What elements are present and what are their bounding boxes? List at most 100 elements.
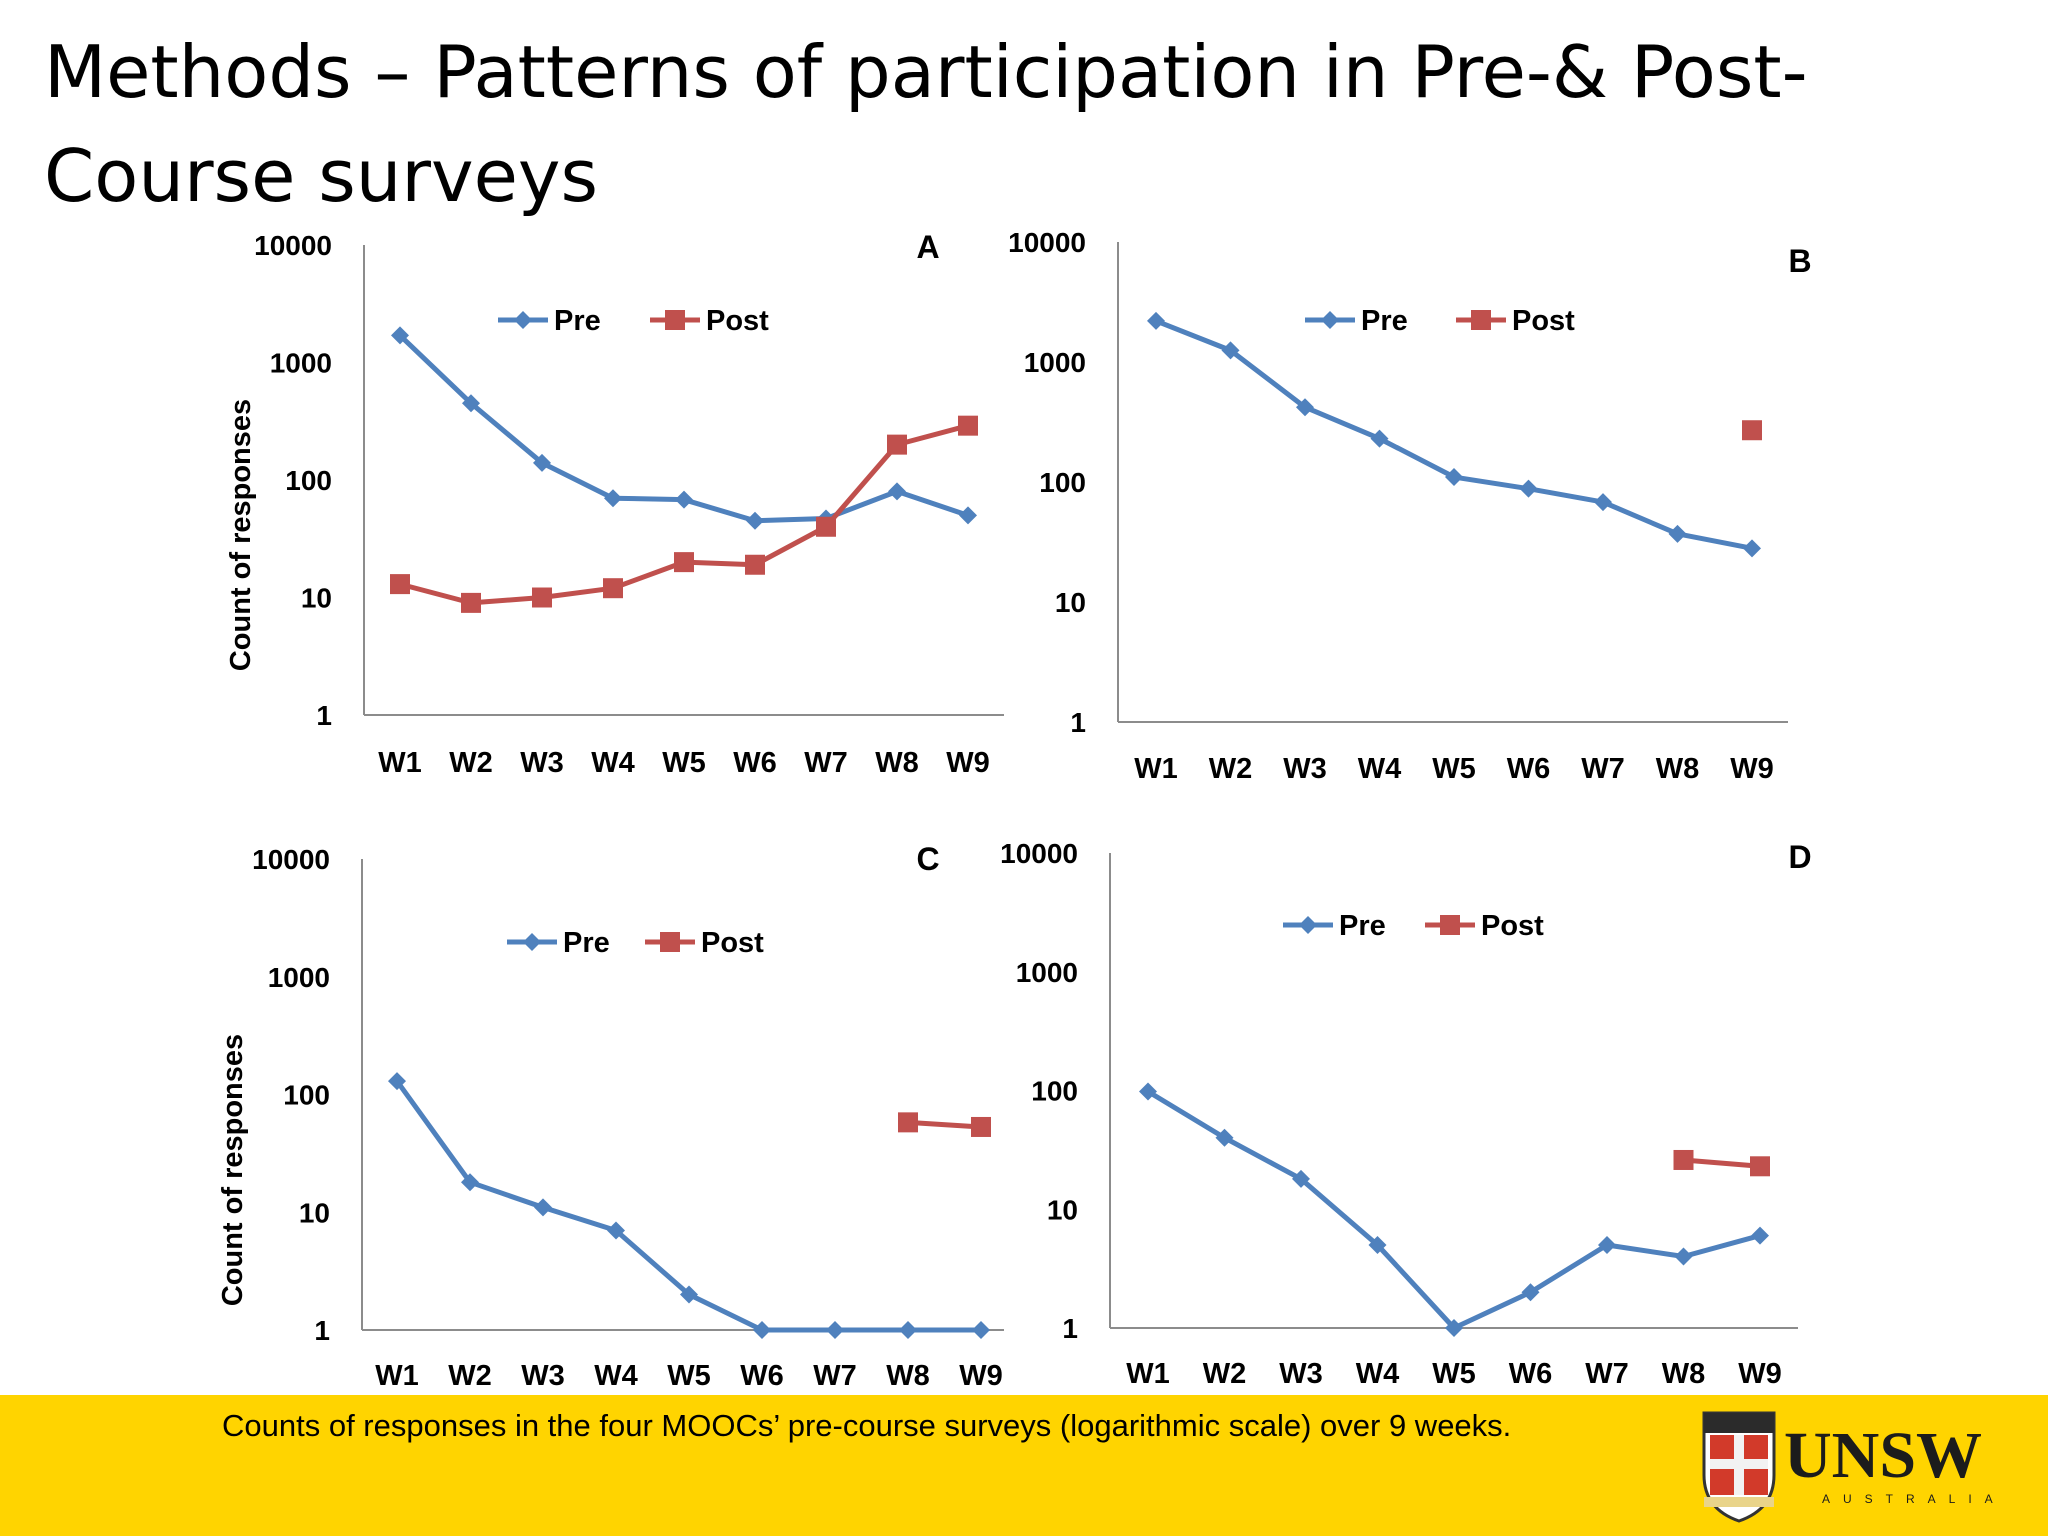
data-point-post [958, 415, 978, 436]
x-tick-label: W3 [521, 1360, 565, 1392]
data-point-pre [533, 453, 551, 472]
data-point-pre [1751, 1226, 1769, 1245]
data-point-post [887, 434, 907, 455]
data-point-pre [1296, 398, 1314, 417]
y-tick-label: 100 [283, 1080, 330, 1111]
x-tick-label: W3 [1279, 1358, 1323, 1390]
y-tick-label: 1 [1062, 1313, 1078, 1344]
data-point-post [898, 1112, 918, 1133]
x-tick-label: W7 [804, 747, 848, 779]
x-tick-label: W5 [1432, 753, 1476, 785]
x-tick-label: W8 [1656, 753, 1700, 785]
data-point-pre [680, 1285, 698, 1304]
panel-label: D [1788, 839, 1811, 875]
series-line-post [1683, 1157, 1761, 1169]
data-point-pre [1147, 311, 1165, 330]
legend-label: Pre [554, 305, 601, 337]
unsw-logo-text: UNSW [1784, 1419, 1982, 1492]
data-point-pre [388, 1072, 406, 1091]
data-point-pre [1370, 429, 1389, 448]
x-tick-label: W5 [667, 1360, 711, 1392]
x-tick-label: W7 [1581, 753, 1625, 785]
legend-label: Post [706, 305, 769, 337]
data-point-pre [1668, 524, 1687, 543]
x-tick-label: W6 [1507, 753, 1551, 785]
x-tick-label: W2 [449, 747, 493, 779]
data-point-post [745, 554, 765, 575]
data-point-pre [899, 1321, 917, 1339]
legend-label: Post [1512, 305, 1575, 337]
data-point-pre [746, 511, 764, 530]
y-tick-label: 100 [1039, 467, 1086, 498]
unsw-logo-subtext: AUSTRALIA [1822, 1492, 1998, 1506]
y-tick-label: 1000 [1024, 347, 1086, 378]
y-tick-label: 1 [314, 1315, 330, 1346]
x-tick-label: W7 [813, 1360, 857, 1392]
y-tick-label: 10000 [252, 844, 330, 875]
series-line-pre [1155, 318, 1753, 551]
figure-caption: Counts of responses in the four MOOCs’ p… [222, 1408, 1512, 1443]
x-tick-label: W6 [740, 1360, 784, 1392]
chart-panel-d: 1 10 100 1000 10000 W1 W2 W3 W4 W5 W6 W7 W8 W9 D Pre Pos… [1000, 838, 1811, 1390]
data-point-pre [826, 1321, 844, 1339]
x-tick-label: W9 [959, 1360, 1003, 1392]
data-point-post [971, 1116, 991, 1137]
x-tick-label: W2 [1203, 1358, 1247, 1390]
x-tick-label: W4 [591, 747, 635, 779]
legend-label: Post [701, 927, 764, 959]
data-point-pre [959, 506, 977, 525]
y-tick-label: 1 [1070, 707, 1086, 738]
data-point-pre [391, 326, 409, 345]
y-tick-label: 10 [301, 583, 332, 614]
x-tick-label: W1 [378, 747, 422, 779]
legend-label: Pre [563, 927, 610, 959]
series-line-post [399, 423, 969, 606]
y-tick-label: 10000 [1000, 838, 1078, 869]
panel-label: C [916, 841, 939, 877]
y-tick-label: 1000 [270, 348, 332, 379]
data-point-pre [1445, 468, 1463, 487]
y-axis-title: Count of responses [225, 399, 257, 671]
y-tick-label: 10000 [1008, 227, 1086, 258]
chart-panel-c: 1 10 100 1000 10000 W1 W2 W3 W4 W5 W6 W7 W8 W9 Count o… [217, 841, 1004, 1392]
legend-marker [523, 933, 541, 951]
data-point-post [1742, 420, 1762, 441]
data-point-pre [1743, 539, 1761, 558]
x-tick-label: W1 [1134, 753, 1178, 785]
legend-marker [660, 932, 680, 952]
data-point-pre [675, 490, 693, 509]
data-point-pre [888, 482, 906, 501]
panel-label: A [916, 229, 939, 265]
chart-panel-b: 1 10 100 1000 10000 W1 W2 W3 W4 W5 W6 W7 W8 W9 B Pre Pos… [1008, 227, 1811, 785]
data-point-post [1750, 1156, 1770, 1177]
data-point-pre [1139, 1082, 1157, 1101]
x-tick-label: W2 [448, 1360, 492, 1392]
data-point-pre [534, 1198, 552, 1217]
data-point-post [816, 516, 836, 537]
legend-label: Post [1481, 910, 1544, 942]
x-tick-label: W9 [946, 747, 990, 779]
data-point-pre [1594, 493, 1612, 512]
legend-marker [514, 311, 532, 329]
y-tick-label: 100 [285, 465, 332, 496]
legend-marker [665, 310, 685, 330]
legend-label: Pre [1361, 305, 1408, 337]
data-point-pre [1519, 479, 1538, 498]
data-point-post [532, 587, 552, 608]
series-line-pre [1146, 1089, 1761, 1331]
x-tick-label: W3 [1283, 753, 1327, 785]
data-point-post [390, 574, 410, 595]
x-tick-label: W4 [594, 1360, 638, 1392]
x-tick-label: W1 [375, 1360, 419, 1392]
x-tick-label: W4 [1358, 753, 1402, 785]
data-point-post [603, 578, 623, 599]
x-tick-label: W9 [1730, 753, 1774, 785]
series-line-post [907, 1119, 982, 1130]
x-tick-label: W8 [1662, 1358, 1706, 1390]
panel-label: B [1788, 243, 1811, 279]
data-point-post [674, 552, 694, 573]
data-point-pre [1598, 1235, 1616, 1254]
x-tick-label: W8 [886, 1360, 930, 1392]
x-tick-label: W4 [1356, 1358, 1400, 1390]
